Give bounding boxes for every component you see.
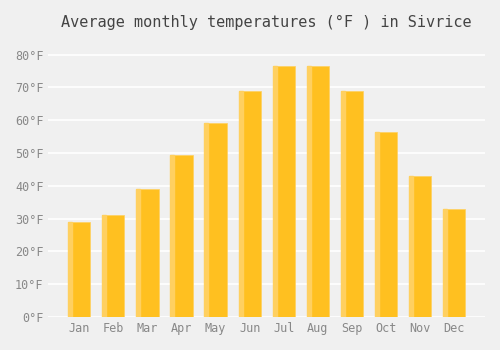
Bar bbox=[272, 66, 295, 317]
Bar bbox=[238, 91, 242, 317]
Bar bbox=[102, 215, 124, 317]
Title: Average monthly temperatures (°F ) in Sivrice: Average monthly temperatures (°F ) in Si… bbox=[62, 15, 472, 30]
Bar bbox=[341, 91, 345, 317]
Bar bbox=[136, 189, 140, 317]
Bar bbox=[170, 155, 192, 317]
Bar bbox=[272, 66, 276, 317]
Bar bbox=[375, 132, 397, 317]
Bar bbox=[409, 176, 431, 317]
Bar bbox=[68, 222, 72, 317]
Bar bbox=[375, 132, 379, 317]
Bar bbox=[136, 189, 158, 317]
Bar bbox=[170, 155, 174, 317]
Bar bbox=[238, 91, 260, 317]
Bar bbox=[306, 66, 310, 317]
Bar bbox=[409, 176, 413, 317]
Bar bbox=[306, 66, 329, 317]
Bar bbox=[204, 124, 208, 317]
Bar bbox=[204, 124, 227, 317]
Bar bbox=[102, 215, 106, 317]
Bar bbox=[68, 222, 90, 317]
Bar bbox=[443, 209, 447, 317]
Bar bbox=[341, 91, 363, 317]
Bar bbox=[443, 209, 465, 317]
